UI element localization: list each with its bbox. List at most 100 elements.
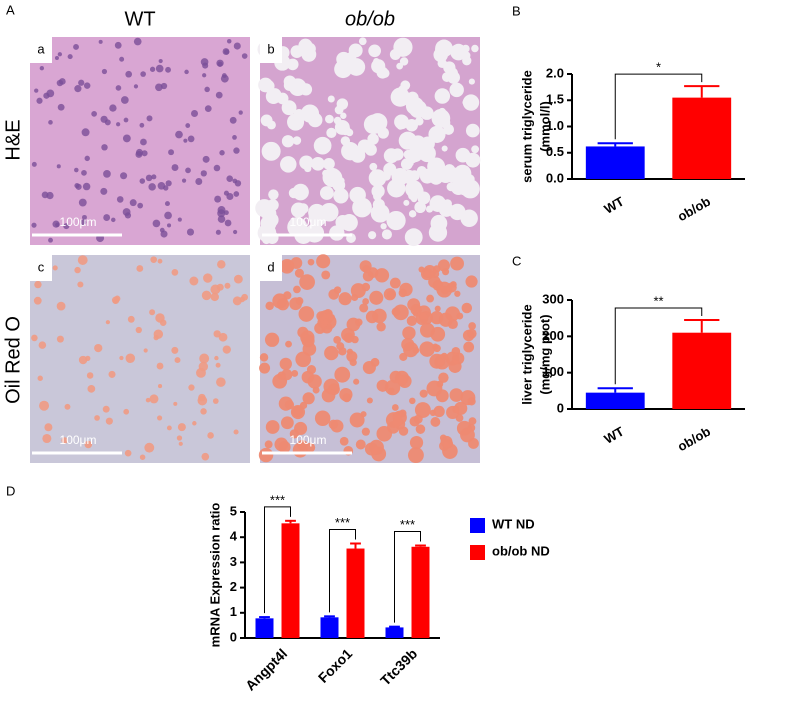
cell (362, 298, 370, 305)
cell (418, 266, 425, 273)
panel-label: A (6, 2, 15, 17)
cell (430, 201, 438, 209)
cell (233, 429, 239, 435)
cell (380, 223, 387, 230)
cell (366, 397, 373, 404)
significance: * (656, 60, 661, 75)
letter-box (260, 37, 282, 63)
cell (465, 152, 481, 168)
cell (288, 78, 307, 97)
cell (428, 275, 441, 288)
cell (80, 219, 87, 226)
cell (369, 290, 384, 305)
cell (334, 366, 351, 383)
cell (57, 103, 65, 111)
cell (372, 308, 387, 324)
cell (446, 405, 460, 420)
cell (42, 433, 52, 444)
cell (215, 229, 221, 235)
cell (360, 411, 367, 418)
cell (135, 326, 142, 334)
cell (449, 82, 464, 98)
cell (204, 105, 212, 112)
cell (156, 362, 164, 370)
cell (361, 427, 370, 436)
cell (265, 301, 274, 311)
cell (168, 149, 175, 156)
cell (443, 124, 454, 135)
cell (415, 424, 426, 434)
cell (462, 94, 480, 111)
significance: *** (400, 517, 415, 532)
cell (257, 223, 277, 243)
cell (56, 301, 66, 311)
cell (358, 37, 367, 46)
column-label: ob/ob (345, 8, 395, 30)
cell (412, 346, 420, 354)
cell (174, 357, 181, 364)
cell (140, 71, 146, 77)
cell (77, 255, 88, 265)
y-tick-label: 1.5 (546, 92, 564, 107)
cell (454, 290, 461, 297)
cell (152, 219, 161, 228)
cell (109, 104, 117, 112)
bar (585, 146, 645, 179)
cell (386, 290, 396, 300)
cell (461, 302, 473, 314)
cell (78, 79, 85, 86)
cell (419, 389, 428, 398)
cell (389, 277, 401, 289)
cell (73, 44, 79, 50)
cell (157, 384, 163, 389)
cell (339, 387, 353, 402)
legend-swatch (470, 545, 485, 560)
cell (403, 199, 410, 206)
cell (449, 203, 466, 221)
y-axis-label: liver triglyceride (519, 304, 534, 404)
x-tick-label: Foxo1 (315, 645, 356, 686)
cell (233, 274, 243, 284)
cell (149, 394, 159, 404)
cell (171, 164, 179, 172)
cell (368, 44, 381, 58)
y-axis-label: (mmol/l) (537, 101, 552, 152)
cell (433, 47, 449, 63)
cell (52, 220, 60, 228)
cell (85, 355, 91, 361)
y-tick-label: 0.0 (546, 170, 564, 185)
cell (46, 89, 55, 98)
cell (368, 231, 377, 240)
cell (111, 217, 116, 223)
cell (277, 371, 286, 381)
bar (672, 97, 732, 179)
cell (293, 285, 301, 294)
cell (266, 120, 276, 130)
cell (401, 337, 415, 352)
cell (103, 170, 111, 178)
cell (36, 97, 43, 104)
cell (100, 187, 108, 195)
cell (200, 170, 207, 177)
cell (31, 334, 38, 342)
cell (157, 182, 166, 190)
cell (261, 141, 281, 161)
cell (468, 322, 476, 330)
x-tick-label: Ttc39b (377, 645, 420, 688)
cell (333, 286, 342, 294)
cell (140, 138, 147, 146)
cell (468, 417, 477, 426)
panel-label: B (512, 3, 521, 18)
cell (303, 42, 316, 55)
cell (414, 402, 431, 418)
cell (290, 257, 303, 269)
cell (324, 345, 339, 361)
cell (305, 442, 316, 453)
cell (241, 53, 248, 59)
significance: *** (335, 515, 350, 530)
cell (431, 269, 440, 279)
y-tick-label: 300 (542, 291, 564, 306)
cell (200, 408, 207, 415)
cell (312, 158, 324, 170)
cell (155, 83, 163, 92)
